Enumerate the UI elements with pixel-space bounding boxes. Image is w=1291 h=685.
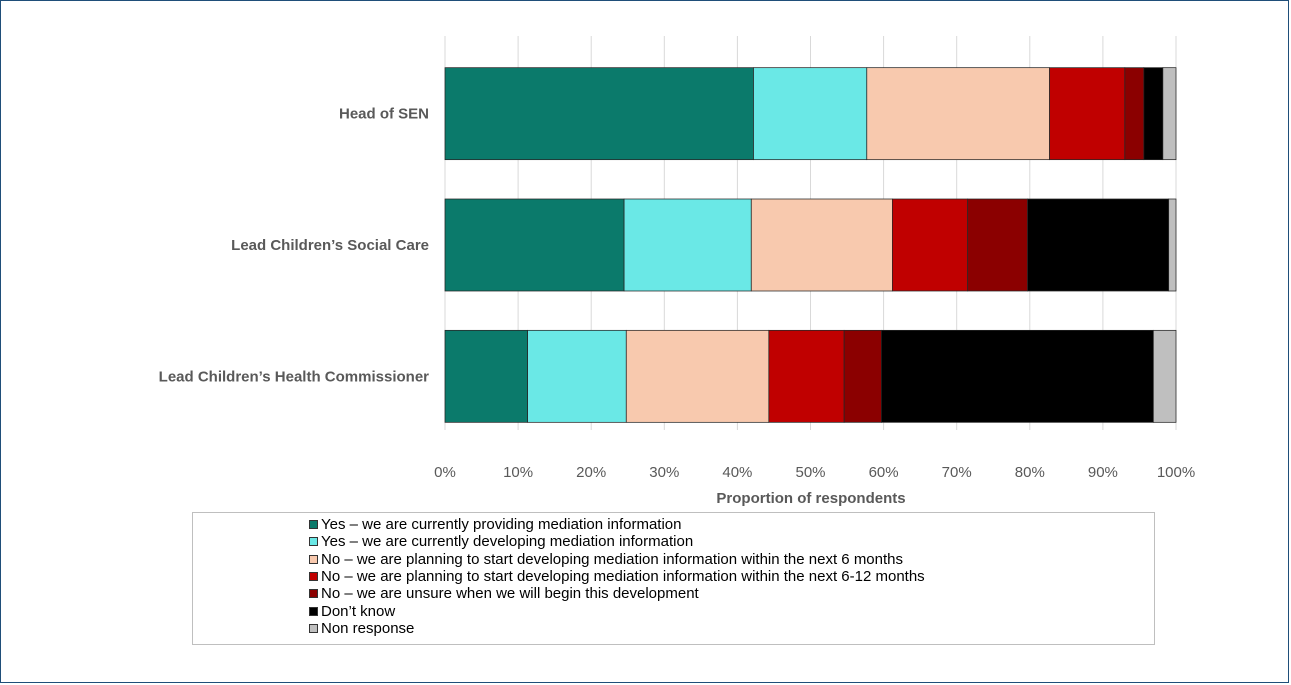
bar-segment [1168,198,1177,292]
bar-segment [753,67,868,161]
x-tick-label: 70% [942,464,972,481]
bar-segment [1162,67,1177,161]
x-tick-label: 20% [576,464,606,481]
legend-label: Non response [321,619,415,637]
legend-label: No – we are planning to start developing… [321,550,904,568]
legend-item: Yes – we are currently developing mediat… [309,533,925,550]
legend-label: Don’t know [321,602,396,620]
legend-item: Don’t know [309,602,925,620]
bar-segment [444,198,625,292]
category-labels: Head of SEN Lead Children’s Social Care Le… [159,106,429,386]
bar-segment [527,329,627,423]
x-tick-label: 10% [503,464,533,481]
legend-item: Non response [309,620,925,637]
legend-swatch [309,520,318,530]
bars [444,67,1177,423]
bar-segment [444,67,754,161]
legend-swatch [309,589,318,599]
category-label: Lead Children’s Health Commissioner [159,368,429,385]
legend-swatch [309,537,318,547]
bar-segment [623,198,752,292]
legend-item: No – we are planning to start developing… [309,568,925,585]
legend-swatch [309,606,318,616]
bar-segment [967,198,1028,292]
category-label: Head of SEN [339,106,429,123]
legend-label: Yes – we are currently developing mediat… [321,533,694,551]
legend-item: No – we are unsure when we will begin th… [309,585,925,602]
bar-segment [1152,329,1177,423]
x-tick-label: 30% [649,464,679,481]
legend-swatch [309,572,318,582]
bar-segment [866,67,1050,161]
legend-label: No – we are unsure when we will begin th… [321,585,699,603]
legend-label: Yes – we are currently providing mediati… [321,516,682,534]
x-tick-label: 60% [869,464,899,481]
bar-segment [1143,67,1164,161]
bar-segment [1049,67,1126,161]
bar-segment [1124,67,1145,161]
bar-segment [891,198,969,292]
bar-segment [881,329,1154,423]
x-tick-label: 50% [795,464,825,481]
bar-segment [843,329,882,423]
bar-segment [750,198,893,292]
x-tick-labels: 0% 10% 20% 30% 40% 50% 60% 70% 80% 90% 100% [434,464,1195,481]
legend-item: No – we are planning to start developing… [309,551,925,568]
x-tick-label: 90% [1088,464,1118,481]
bar-segment [625,329,770,423]
legend-list: Yes – we are currently providing mediati… [309,516,925,637]
legend-swatch [309,554,318,564]
bar-segment [444,329,528,423]
legend-item: Yes – we are currently providing mediati… [309,516,925,533]
category-label: Lead Children’s Social Care [231,237,429,254]
x-tick-label: 80% [1015,464,1045,481]
legend: Yes – we are currently providing mediati… [192,512,1155,645]
x-axis-title: Proportion of respondents [716,490,905,507]
bar-segment [768,329,845,423]
x-tick-label: 0% [434,464,456,481]
legend-swatch [309,623,318,633]
bar-segment [1027,198,1170,292]
x-tick-label: 40% [722,464,752,481]
x-tick-label: 100% [1157,464,1195,481]
legend-label: No – we are planning to start developing… [321,568,925,586]
